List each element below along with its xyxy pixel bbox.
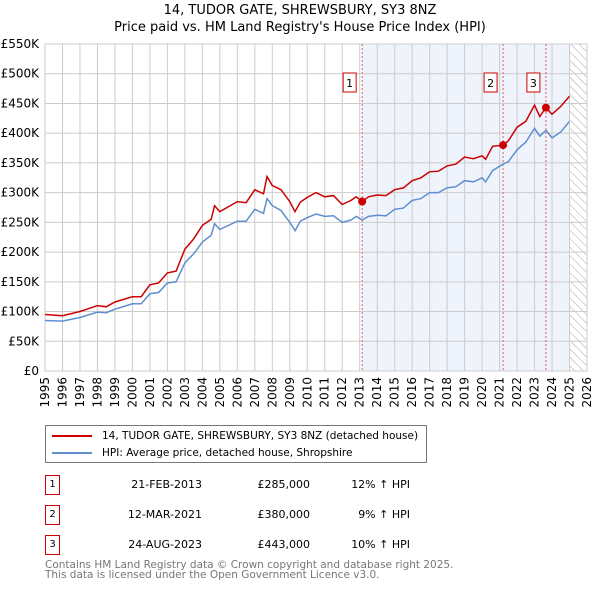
sale-price: £443,000 [257, 538, 311, 551]
footer: Contains HM Land Registry data © Crown c… [45, 559, 454, 581]
sale-point [541, 103, 550, 112]
x-tick-label: 2004 [195, 377, 209, 408]
y-tick-label: £450K [1, 96, 41, 110]
x-tick-label: 2009 [283, 377, 297, 408]
x-tick-label: 2026 [580, 377, 594, 408]
y-tick-label: £350K [1, 156, 41, 170]
legend-blue-line [52, 452, 92, 454]
x-tick-label: 2000 [125, 377, 139, 408]
plot-area: 1995 1996 1997 1998 1999 2000 2001 2002 2003 2004… [1, 37, 594, 408]
sale-date: 12-MAR-2021 [127, 508, 202, 521]
sale-row: 3 24-AUG-2023 £443,000 10% ↑ HPI [45, 535, 445, 555]
x-tick-label: 2024 [545, 377, 559, 408]
x-tick-label: 2018 [440, 377, 454, 408]
x-tick-label: 2020 [475, 377, 489, 408]
x-tick-label: 2025 [563, 377, 577, 408]
sale-marker-label: 1 [346, 77, 353, 90]
sale-date: 21-FEB-2013 [131, 478, 202, 491]
x-tick-label: 2011 [318, 377, 332, 408]
y-tick-label: £250K [1, 215, 41, 229]
sale-marker-box [526, 72, 541, 93]
sale-row: 2 12-MAR-2021 £380,000 9% ↑ HPI [45, 505, 445, 525]
x-tick-label: 2022 [510, 377, 524, 408]
chart-subtitle: Price paid vs. HM Land Registry's House … [114, 20, 486, 35]
x-tick-label: 2001 [143, 377, 157, 408]
x-tick-label: 2019 [458, 377, 472, 408]
x-tick-label: 2002 [160, 377, 174, 408]
y-tick-label: £400K [1, 126, 41, 140]
sale-hpi-diff: 9% ↑ HPI [358, 508, 410, 521]
x-tick-label: 1995 [38, 377, 52, 408]
x-tick-label: 1998 [90, 377, 104, 408]
legend-label: 14, TUDOR GATE, SHREWSBURY, SY3 8NZ (det… [102, 430, 419, 442]
legend-label: HPI: Average price, detached house, Shro… [102, 447, 353, 459]
y-tick-label: £0 [24, 364, 39, 378]
y-tick-label: £500K [1, 67, 41, 81]
sale-price: £380,000 [257, 508, 311, 521]
y-tick-label: £550K [1, 37, 41, 51]
legend-red-line [52, 435, 92, 437]
sale-marker-label: 3 [530, 77, 537, 90]
legend-item-hpi: HPI: Average price, detached house, Shro… [52, 445, 352, 461]
footer-copyright: Contains HM Land Registry data © Crown c… [45, 559, 454, 571]
x-tick-label: 2003 [178, 377, 192, 408]
legend-item-property: 14, TUDOR GATE, SHREWSBURY, SY3 8NZ (det… [52, 428, 418, 444]
x-tick-label: 2007 [248, 377, 262, 408]
x-tick-label: 2005 [213, 377, 227, 408]
x-tick-label: 2010 [300, 377, 314, 408]
y-tick-label: £100K [1, 305, 41, 319]
sale-price: £285,000 [257, 478, 311, 491]
x-tick-label: 2008 [265, 377, 279, 408]
y-tick-label: £300K [1, 186, 41, 200]
sale-point [499, 141, 508, 150]
sale-marker-box [483, 72, 498, 93]
property-price-line [44, 95, 571, 317]
x-tick-label: 2012 [335, 377, 349, 408]
x-tick-label: 2015 [388, 377, 402, 408]
plot-border [44, 43, 588, 372]
sale-row: 1 21-FEB-2013 £285,000 12% ↑ HPI [45, 475, 445, 495]
chart-title: 14, TUDOR GATE, SHREWSBURY, SY3 8NZ [163, 3, 437, 18]
future-hatch-region [569, 44, 587, 371]
x-tick-label: 2014 [370, 377, 384, 408]
shaded-region [362, 44, 570, 371]
y-tick-label: £200K [1, 245, 41, 259]
sale-marker-box: 1 [45, 475, 60, 495]
x-tick-label: 2016 [405, 377, 419, 408]
footer-licence: This data is licensed under the Open Gov… [45, 569, 380, 581]
x-tick-label: 2021 [493, 377, 507, 408]
x-tick-label: 1997 [73, 377, 87, 408]
sale-hpi-diff: 12% ↑ HPI [351, 478, 410, 491]
x-tick-label: 1996 [55, 377, 69, 408]
sale-marker-box: 3 [45, 535, 60, 555]
sale-marker-box [342, 72, 357, 93]
sale-hpi-diff: 10% ↑ HPI [351, 538, 410, 551]
sale-marker-box: 2 [45, 505, 60, 525]
y-tick-label: £150K [1, 275, 41, 289]
sale-marker-label: 2 [487, 77, 494, 90]
x-tick-label: 1999 [108, 377, 122, 408]
x-tick-label: 2017 [423, 377, 437, 408]
sale-point [358, 197, 367, 206]
x-tick-label: 2006 [230, 377, 244, 408]
x-tick-label: 2013 [353, 377, 367, 408]
sale-date: 24-AUG-2023 [128, 538, 202, 551]
hpi-line [44, 120, 571, 322]
legend: 14, TUDOR GATE, SHREWSBURY, SY3 8NZ (det… [45, 425, 427, 463]
y-tick-label: £50K [8, 334, 40, 348]
x-tick-label: 2023 [528, 377, 542, 408]
